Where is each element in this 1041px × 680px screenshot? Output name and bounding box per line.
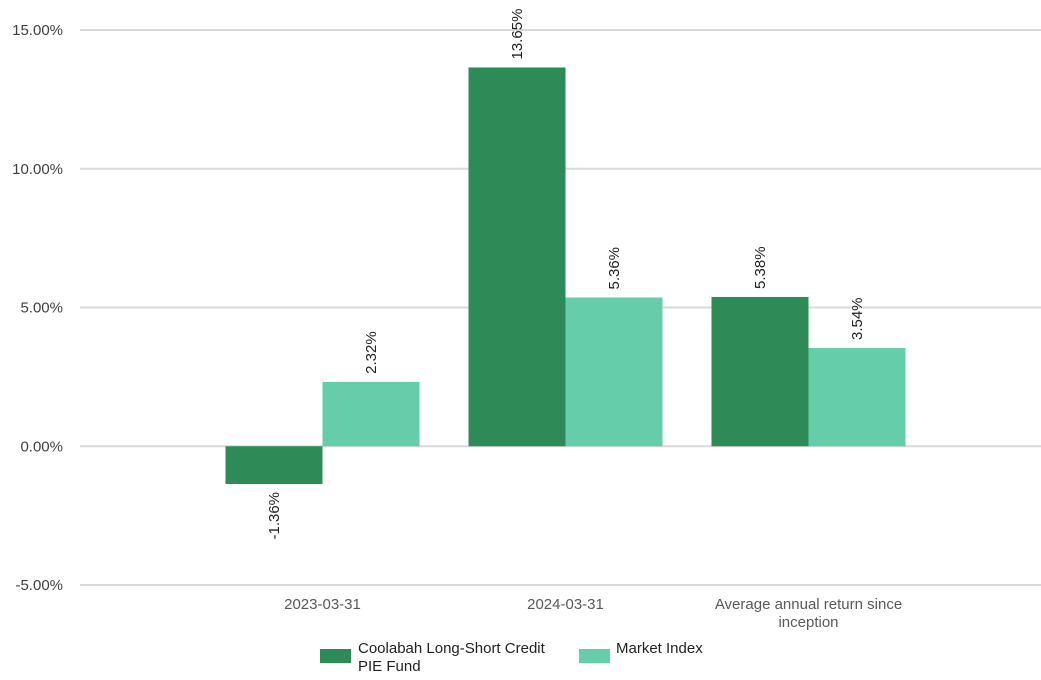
y-tick-label: 10.00% [12, 161, 63, 178]
y-tick-label: 5.00% [20, 300, 63, 317]
y-tick-label: 15.00% [12, 22, 63, 39]
bar-index [565, 297, 663, 447]
data-label: 3.54% [849, 297, 866, 340]
bar-fund [468, 67, 566, 447]
x-tick-label: inception [778, 614, 838, 631]
bar-index [808, 348, 906, 447]
data-label: 5.38% [752, 246, 769, 289]
legend-swatch [579, 649, 610, 663]
legend-label: PIE Fund [358, 658, 421, 675]
legend-label: Coolabah Long-Short Credit [358, 640, 546, 657]
bar-fund [711, 296, 809, 447]
data-label: -1.36% [266, 492, 283, 540]
x-tick-label: 2024-03-31 [527, 596, 604, 613]
data-label: 2.32% [363, 331, 380, 374]
bar-index [322, 381, 420, 447]
x-tick-label: Average annual return since [715, 596, 902, 613]
data-label: 5.36% [606, 247, 623, 290]
data-label: 13.65% [509, 9, 526, 60]
y-tick-label: -5.00% [15, 577, 63, 594]
legend-label: Market Index [616, 640, 703, 657]
x-tick-label: 2023-03-31 [284, 596, 361, 613]
y-tick-label: 0.00% [20, 438, 63, 455]
bar-fund [225, 446, 323, 484]
legend-swatch [320, 649, 351, 663]
